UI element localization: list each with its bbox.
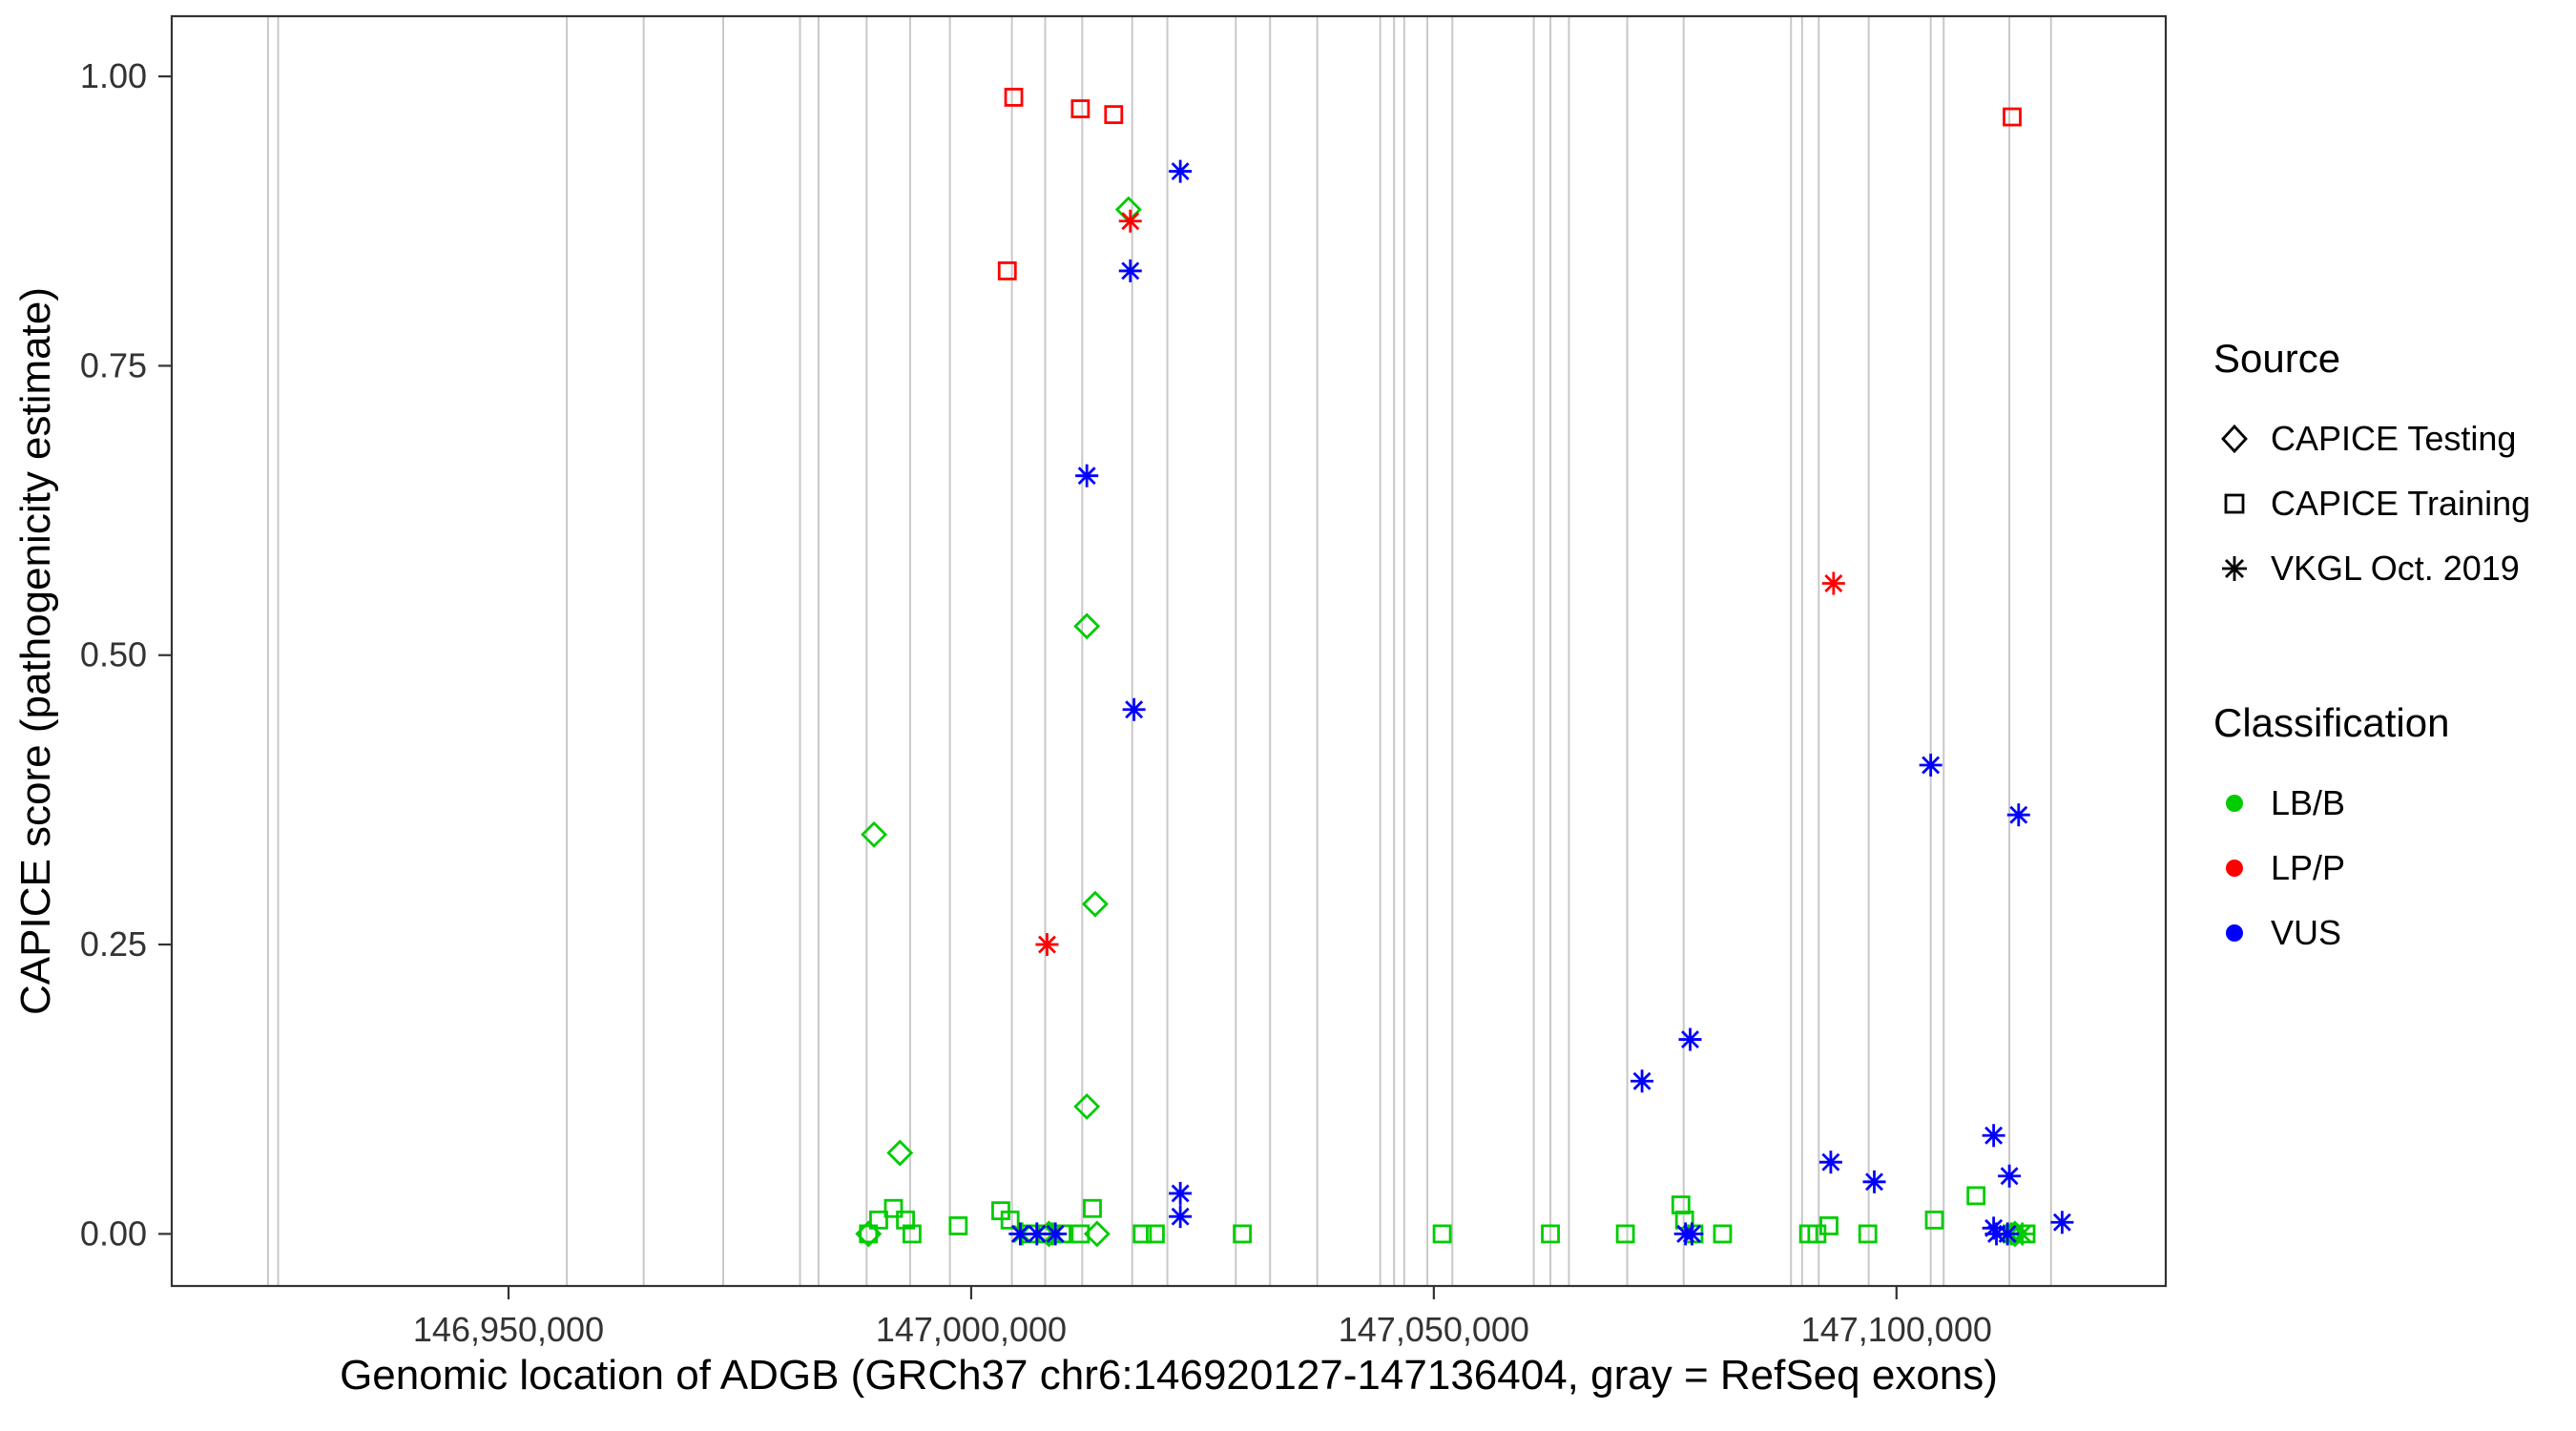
svg-text:146,950,000: 146,950,000 <box>413 1310 604 1349</box>
x-axis-title: Genomic location of ADGB (GRCh37 chr6:14… <box>340 1352 1998 1399</box>
asterisk-icon <box>2222 556 2247 581</box>
panel-border <box>170 14 2168 1288</box>
legend-item-vus: VUS <box>2213 901 2566 965</box>
legend-classification-title: Classification <box>2213 700 2450 745</box>
legend-item-capice-training: CAPICE Training <box>2213 471 2566 536</box>
green-dot-icon <box>2226 795 2243 812</box>
square-icon <box>2224 493 2245 514</box>
refseq-exon-lines <box>266 16 2052 1286</box>
legend-item-lbb: LB/B <box>2213 771 2566 836</box>
series-vus-vkgl-oct-2019 <box>1008 159 2074 1246</box>
blue-dot-icon <box>2226 924 2243 942</box>
y-axis: 0.00 0.25 0.50 0.75 1.00 <box>80 56 172 1253</box>
legend-label: LP/P <box>2271 848 2346 887</box>
series-lp-p-vkgl-oct-2019 <box>1035 209 1845 957</box>
legend-label: VUS <box>2271 913 2342 952</box>
svg-text:147,050,000: 147,050,000 <box>1339 1310 1529 1349</box>
legend-item-capice-testing: CAPICE Testing <box>2213 406 2566 471</box>
svg-text:0.50: 0.50 <box>80 635 147 674</box>
svg-text:147,000,000: 147,000,000 <box>876 1310 1067 1349</box>
series-lp-p-capice-training <box>997 88 2022 280</box>
svg-text:147,100,000: 147,100,000 <box>1801 1310 1992 1349</box>
legend-source-title: Source <box>2213 336 2341 381</box>
legend-item-lpp: LP/P <box>2213 836 2566 901</box>
legend-label: CAPICE Testing <box>2271 419 2517 458</box>
y-axis-title: CAPICE score (pathogenicity estimate) <box>12 287 59 1015</box>
svg-text:0.00: 0.00 <box>80 1213 147 1253</box>
legend-classification-group: Classification LB/B LP/P VUS <box>2213 700 2566 965</box>
legend-label: CAPICE Training <box>2271 484 2531 523</box>
red-dot-icon <box>2226 860 2243 877</box>
x-axis: 146,950,000 147,000,000 147,050,000 147,100… <box>413 1286 1992 1349</box>
legend-source-group: Source CAPICE Testing CAPICE Training <box>2213 336 2566 601</box>
legend: Source CAPICE Testing CAPICE Training <box>2213 336 2566 1065</box>
svg-text:0.25: 0.25 <box>80 924 147 964</box>
svg-text:1.00: 1.00 <box>80 56 147 95</box>
legend-label: LB/B <box>2271 783 2346 822</box>
series-lb-b-capice-testing <box>855 196 2028 1248</box>
legend-item-vkgl: VKGL Oct. 2019 <box>2213 536 2566 601</box>
legend-label: VKGL Oct. 2019 <box>2271 549 2520 588</box>
diamond-icon <box>2221 424 2248 454</box>
svg-text:0.75: 0.75 <box>80 345 147 384</box>
